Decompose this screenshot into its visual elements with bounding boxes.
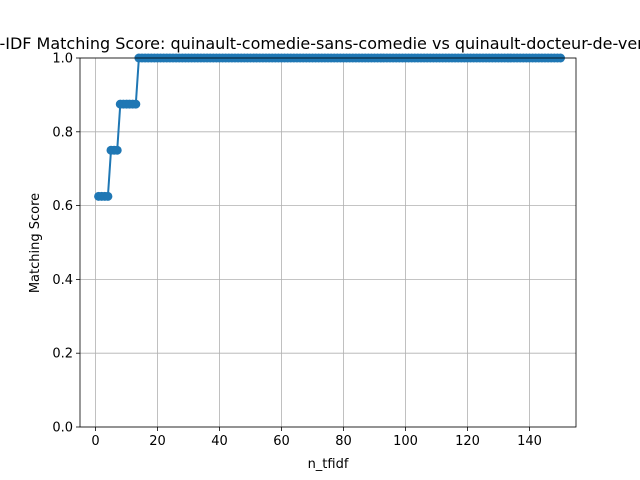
y-axis-label: Matching Score [28, 193, 43, 293]
y-tick-label: 0.2 [52, 347, 73, 362]
y-tick-label: 0.6 [52, 199, 73, 214]
x-tick-label: 20 [149, 434, 166, 449]
chart-title: TF-IDF Matching Score: quinault-comedie-… [0, 34, 640, 53]
x-tick-label: 120 [455, 434, 480, 449]
data-point [131, 99, 141, 109]
x-tick-label: 140 [517, 434, 542, 449]
axes: 0 20 40 60 80 100 120 140 0.0 0.2 0.4 0.6 0.8 1.0 [52, 52, 577, 449]
x-axis-label: n_tfidf [308, 457, 349, 472]
x-tick-label: 40 [211, 434, 228, 449]
x-tick-label: 80 [335, 434, 352, 449]
y-tick-label: 0.4 [52, 273, 73, 288]
x-tick-label: 0 [91, 434, 99, 449]
y-tick-label: 1.0 [52, 52, 73, 67]
data-point [112, 145, 122, 155]
x-tick-label: 100 [393, 434, 418, 449]
plot-frame [79, 57, 577, 428]
y-tick-label: 0.0 [52, 421, 73, 436]
data-point [103, 191, 113, 201]
x-tick-label: 60 [273, 434, 290, 449]
y-tick-label: 0.8 [52, 125, 73, 140]
